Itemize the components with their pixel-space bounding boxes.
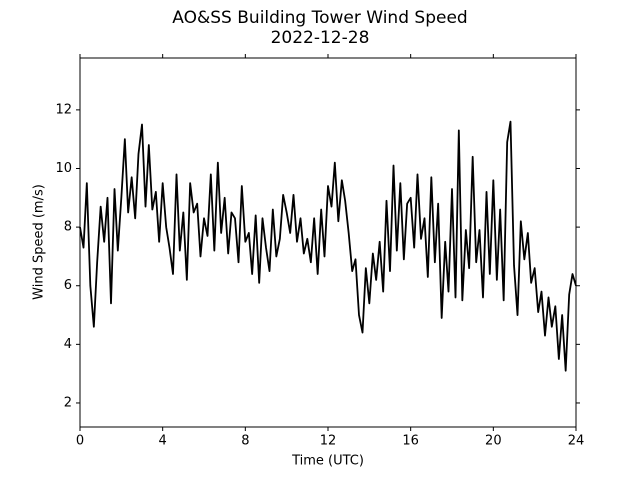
y-tick-label: 8 [64, 220, 72, 235]
y-tick-label: 10 [55, 161, 72, 176]
chart-title: AO&SS Building Tower Wind Speed [172, 8, 467, 28]
y-tick-label: 4 [64, 337, 72, 352]
x-axis-label: Time (UTC) [291, 454, 364, 469]
x-tick-label: 12 [320, 434, 337, 449]
y-tick-label: 6 [64, 278, 72, 293]
y-tick-label: 12 [55, 102, 72, 117]
chart-subtitle: 2022-12-28 [271, 28, 370, 48]
x-tick-label: 24 [568, 434, 585, 449]
x-tick-label: 4 [159, 434, 167, 449]
x-tick-label: 8 [241, 434, 249, 449]
x-tick-label: 20 [485, 434, 502, 449]
y-tick-label: 2 [64, 395, 72, 410]
x-tick-label: 0 [76, 434, 84, 449]
data-line [79, 120, 577, 372]
x-tick-label: 16 [402, 434, 419, 449]
y-axis-label: Wind Speed (m/s) [32, 184, 47, 300]
